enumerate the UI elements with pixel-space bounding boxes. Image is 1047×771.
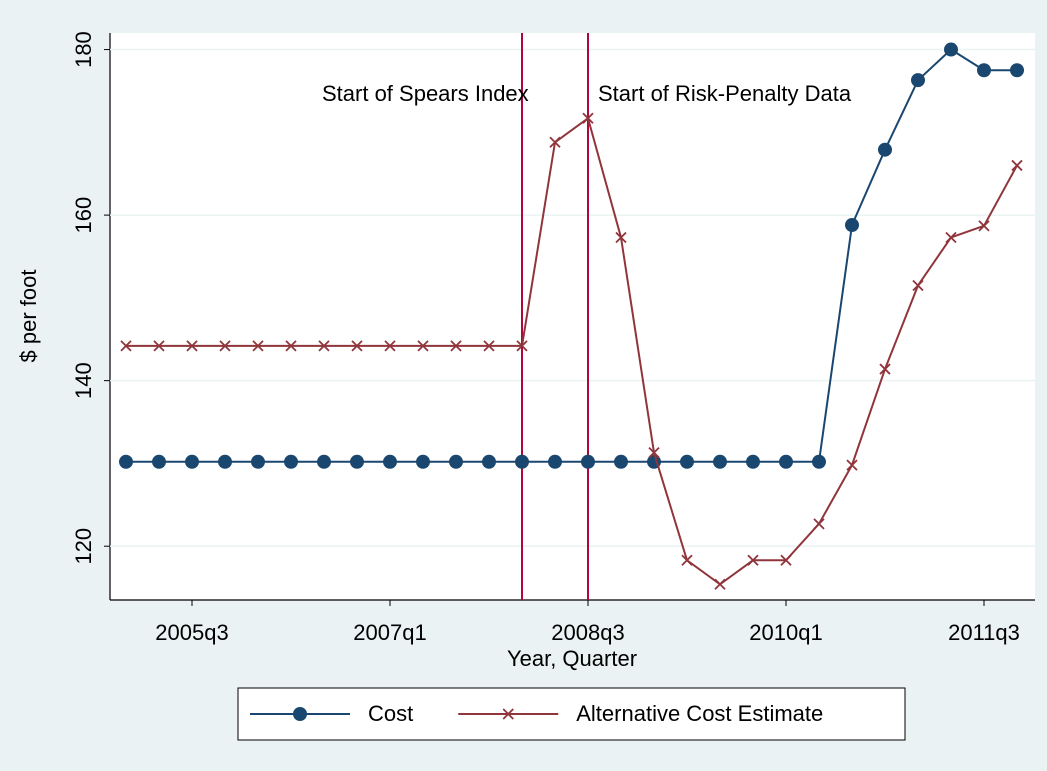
point <box>912 279 924 292</box>
point <box>449 454 463 469</box>
point <box>944 42 958 57</box>
point <box>911 73 925 88</box>
series-line <box>126 48 1017 463</box>
point <box>450 340 462 352</box>
point <box>120 340 132 352</box>
point <box>317 454 331 469</box>
legend-label: Alternative Cost Estimate <box>576 701 823 726</box>
annotation: Start of Spears Index <box>322 81 529 106</box>
legend-label: Cost <box>368 701 413 726</box>
point <box>185 454 199 469</box>
series-line <box>126 116 1018 586</box>
y-tick-label: 140 <box>71 362 96 399</box>
point <box>153 340 165 352</box>
point <box>812 454 826 469</box>
point <box>581 454 595 469</box>
x-tick-label: 2005q3 <box>155 620 228 645</box>
point <box>351 340 363 352</box>
point <box>746 454 760 469</box>
point <box>152 454 166 469</box>
point <box>186 340 198 352</box>
point <box>318 340 330 352</box>
point <box>515 454 529 469</box>
point <box>681 554 693 566</box>
point <box>978 220 990 232</box>
x-tick-label: 2008q3 <box>551 620 624 645</box>
point <box>384 340 396 352</box>
point <box>977 63 991 78</box>
point <box>780 554 792 566</box>
y-tick-label: 180 <box>71 31 96 68</box>
x-axis-title: Year, Quarter <box>507 646 637 671</box>
point <box>878 142 892 157</box>
point <box>779 454 793 469</box>
point <box>680 454 694 469</box>
annotation: Start of Risk-Penalty Data <box>598 81 852 106</box>
point <box>416 454 430 469</box>
legend-marker <box>293 707 307 721</box>
legend-marker <box>502 708 514 720</box>
y-axis-title: $ per foot <box>16 270 41 363</box>
point <box>252 340 264 352</box>
point <box>846 459 858 471</box>
x-tick-label: 2011q3 <box>948 620 1020 645</box>
legend-box <box>237 687 906 741</box>
point <box>383 454 397 469</box>
point <box>482 454 496 469</box>
point <box>548 454 562 469</box>
x-tick-label: 2007q1 <box>353 620 426 645</box>
point <box>549 136 561 148</box>
point <box>417 340 429 352</box>
point <box>219 340 231 352</box>
y-tick-label: 120 <box>71 528 96 565</box>
point <box>218 454 232 469</box>
point <box>879 363 891 375</box>
point <box>350 454 364 469</box>
point <box>945 231 957 244</box>
point <box>813 518 825 530</box>
point <box>284 454 298 469</box>
point <box>251 454 265 469</box>
point <box>845 218 859 233</box>
point <box>1011 159 1023 172</box>
point <box>582 112 594 124</box>
point <box>747 554 759 566</box>
point <box>483 340 495 352</box>
point <box>1010 63 1024 78</box>
point <box>713 454 727 469</box>
point <box>714 578 726 590</box>
y-tick-label: 160 <box>71 197 96 234</box>
plot-area <box>110 33 1035 600</box>
x-tick-label: 2010q1 <box>749 620 822 645</box>
point <box>119 454 133 469</box>
point <box>516 340 528 352</box>
point <box>615 231 627 244</box>
point <box>614 454 628 469</box>
point <box>648 447 660 459</box>
point <box>285 340 297 352</box>
